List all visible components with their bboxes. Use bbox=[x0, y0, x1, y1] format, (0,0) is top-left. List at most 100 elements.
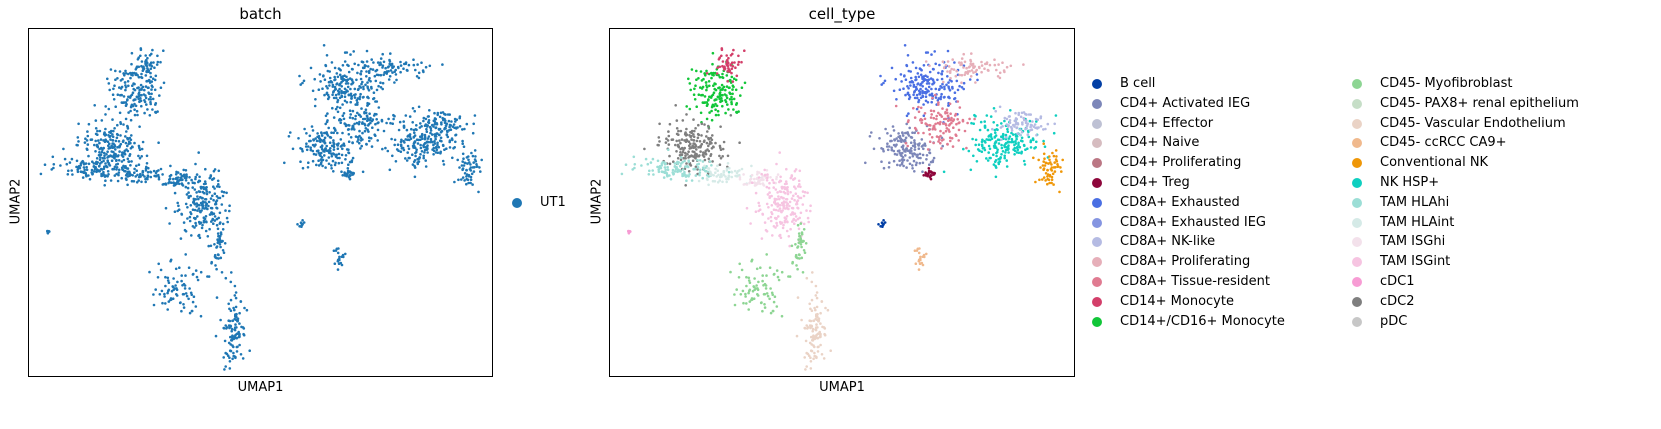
scatter-point bbox=[792, 194, 795, 198]
scatter-point bbox=[748, 300, 752, 303]
scatter-point bbox=[720, 83, 724, 87]
scatter-point bbox=[1058, 190, 1061, 194]
scatter-point bbox=[687, 159, 690, 162]
scatter-point bbox=[965, 66, 968, 70]
scatter-point bbox=[812, 357, 815, 361]
scatter-point bbox=[211, 212, 214, 216]
scatter-point bbox=[220, 271, 224, 274]
scatter-point bbox=[411, 107, 415, 110]
scatter-point bbox=[193, 208, 197, 212]
scatter-point bbox=[116, 154, 120, 158]
scatter-point bbox=[213, 215, 217, 218]
scatter-point bbox=[434, 135, 438, 138]
legend-marker bbox=[1352, 237, 1362, 248]
scatter-point bbox=[373, 74, 377, 78]
scatter-point bbox=[647, 173, 651, 176]
scatter-point bbox=[755, 267, 759, 271]
scatter-point bbox=[211, 178, 214, 181]
legend-label: cDC1 bbox=[1380, 274, 1415, 289]
scatter-point bbox=[892, 143, 896, 147]
scatter-point bbox=[692, 93, 696, 96]
scatter-point bbox=[755, 284, 758, 287]
scatter-point bbox=[712, 74, 715, 77]
scatter-point bbox=[703, 164, 706, 168]
scatter-point bbox=[184, 292, 188, 295]
scatter-point bbox=[151, 77, 155, 80]
scatter-point bbox=[720, 97, 723, 100]
scatter-point bbox=[431, 133, 434, 136]
scatter-point bbox=[693, 167, 697, 171]
scatter-point bbox=[960, 73, 964, 77]
scatter-point bbox=[775, 177, 778, 181]
scatter-point bbox=[197, 151, 200, 154]
scatter-point bbox=[765, 185, 769, 189]
scatter-point bbox=[1048, 155, 1051, 158]
scatter-point bbox=[810, 298, 814, 302]
scatter-point bbox=[1060, 170, 1063, 173]
scatter-point bbox=[447, 129, 451, 132]
scatter-point bbox=[1000, 146, 1004, 150]
scatter-point bbox=[189, 211, 192, 214]
scatter-point bbox=[685, 139, 689, 143]
scatter-point bbox=[360, 144, 364, 148]
scatter-point bbox=[953, 97, 956, 101]
scatter-point bbox=[332, 126, 336, 130]
scatter-point bbox=[980, 150, 984, 153]
scatter-point bbox=[929, 116, 933, 119]
scatter-point bbox=[732, 77, 736, 80]
scatter-point bbox=[124, 88, 127, 92]
scatter-point bbox=[112, 129, 115, 133]
scatter-point bbox=[931, 159, 935, 162]
scatter-point bbox=[471, 166, 475, 169]
scatter-point bbox=[725, 63, 729, 67]
scatter-point bbox=[130, 51, 134, 55]
scatter-point bbox=[704, 81, 708, 84]
scatter-point bbox=[769, 176, 772, 179]
scatter-point bbox=[132, 87, 135, 91]
scatter-point bbox=[314, 153, 318, 156]
scatter-point bbox=[194, 221, 197, 225]
legend-label: CD8A+ NK-like bbox=[1120, 234, 1216, 250]
scatter-point bbox=[675, 150, 678, 153]
scatter-point bbox=[350, 127, 354, 131]
scatter-point bbox=[698, 140, 702, 143]
scatter-point bbox=[921, 144, 925, 147]
scatter-point bbox=[1033, 123, 1037, 126]
scatter-point bbox=[364, 108, 368, 111]
scatter-point bbox=[469, 163, 472, 166]
scatter-point bbox=[366, 104, 369, 107]
scatter-point bbox=[932, 68, 935, 71]
scatter-point bbox=[969, 62, 972, 66]
scatter-point bbox=[225, 191, 228, 195]
scatter-point bbox=[302, 221, 306, 224]
scatter-point bbox=[689, 146, 692, 149]
scatter-point bbox=[346, 167, 350, 170]
scatter-point bbox=[812, 319, 815, 323]
scatter-point bbox=[707, 127, 711, 130]
scatter-point bbox=[766, 294, 770, 298]
scatter-point bbox=[742, 301, 745, 305]
scatter-point bbox=[813, 351, 816, 355]
scatter-point bbox=[394, 68, 398, 72]
scatter-point bbox=[424, 117, 428, 121]
scatter-point bbox=[1014, 111, 1017, 115]
scatter-point bbox=[209, 206, 213, 210]
scatter-point bbox=[904, 78, 908, 81]
scatter-plot bbox=[620, 44, 1064, 371]
scatter-point bbox=[362, 85, 365, 89]
scatter-point bbox=[76, 136, 80, 139]
scatter-point bbox=[706, 167, 709, 170]
scatter-point bbox=[750, 298, 754, 301]
legend-marker bbox=[1092, 98, 1102, 109]
scatter-point bbox=[794, 219, 798, 222]
scatter-point bbox=[348, 124, 351, 127]
scatter-point bbox=[822, 357, 826, 360]
scatter-point bbox=[685, 127, 688, 131]
scatter-point bbox=[778, 234, 781, 238]
scatter-point bbox=[336, 147, 340, 150]
scatter-point bbox=[868, 135, 872, 138]
scatter-point bbox=[461, 128, 464, 131]
scatter-point bbox=[188, 311, 192, 315]
scatter-point bbox=[744, 292, 747, 296]
scatter-point bbox=[811, 329, 814, 333]
